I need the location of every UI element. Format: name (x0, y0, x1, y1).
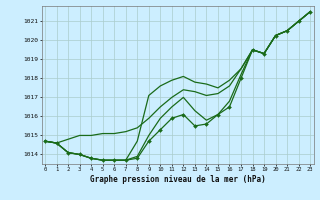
X-axis label: Graphe pression niveau de la mer (hPa): Graphe pression niveau de la mer (hPa) (90, 175, 266, 184)
